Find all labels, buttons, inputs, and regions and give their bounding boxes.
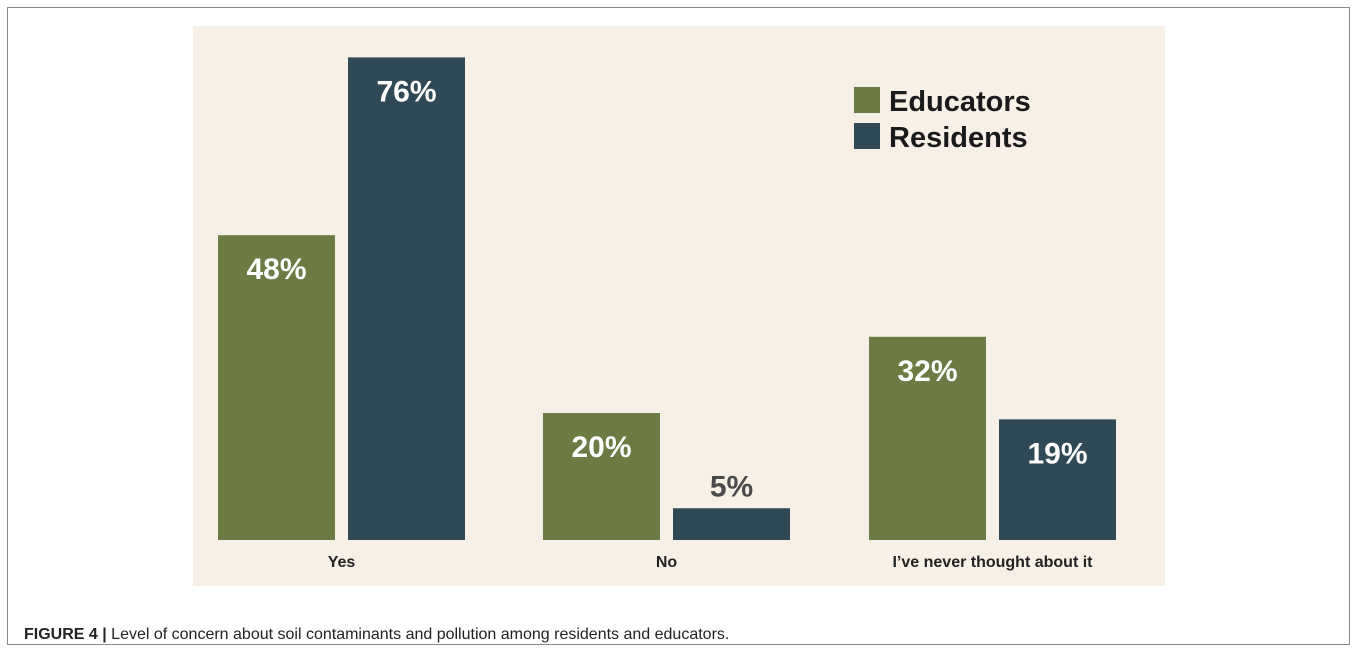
bar-residents-2	[673, 508, 790, 540]
category-label-2: No	[656, 554, 678, 571]
data-label-residents-1: 76%	[376, 75, 436, 108]
figure-caption-label: FIGURE 4 |	[24, 626, 107, 643]
data-label-educators-1: 48%	[246, 253, 306, 286]
bar-residents-3	[999, 419, 1116, 540]
data-label-residents-3: 19%	[1027, 437, 1087, 470]
category-label-1: Yes	[328, 554, 356, 571]
bar-educators-2	[543, 413, 660, 540]
figure-caption: FIGURE 4 | Level of concern about soil c…	[24, 626, 729, 644]
figure-caption-text: Level of concern about soil contaminants…	[106, 626, 730, 643]
data-label-educators-2: 20%	[571, 431, 631, 464]
legend-label-educators: Educators	[889, 86, 1031, 118]
legend-swatch-educators	[854, 87, 880, 113]
bar-educators-1	[218, 235, 335, 540]
bar-residents-1	[348, 57, 465, 541]
category-label-3: I’ve never thought about it	[892, 554, 1093, 571]
legend-label-residents: Residents	[889, 122, 1028, 154]
data-label-educators-3: 32%	[897, 355, 957, 388]
data-label-residents-2: 5%	[710, 470, 753, 503]
bar-educators-3	[869, 336, 986, 540]
legend-swatch-residents	[854, 123, 880, 149]
